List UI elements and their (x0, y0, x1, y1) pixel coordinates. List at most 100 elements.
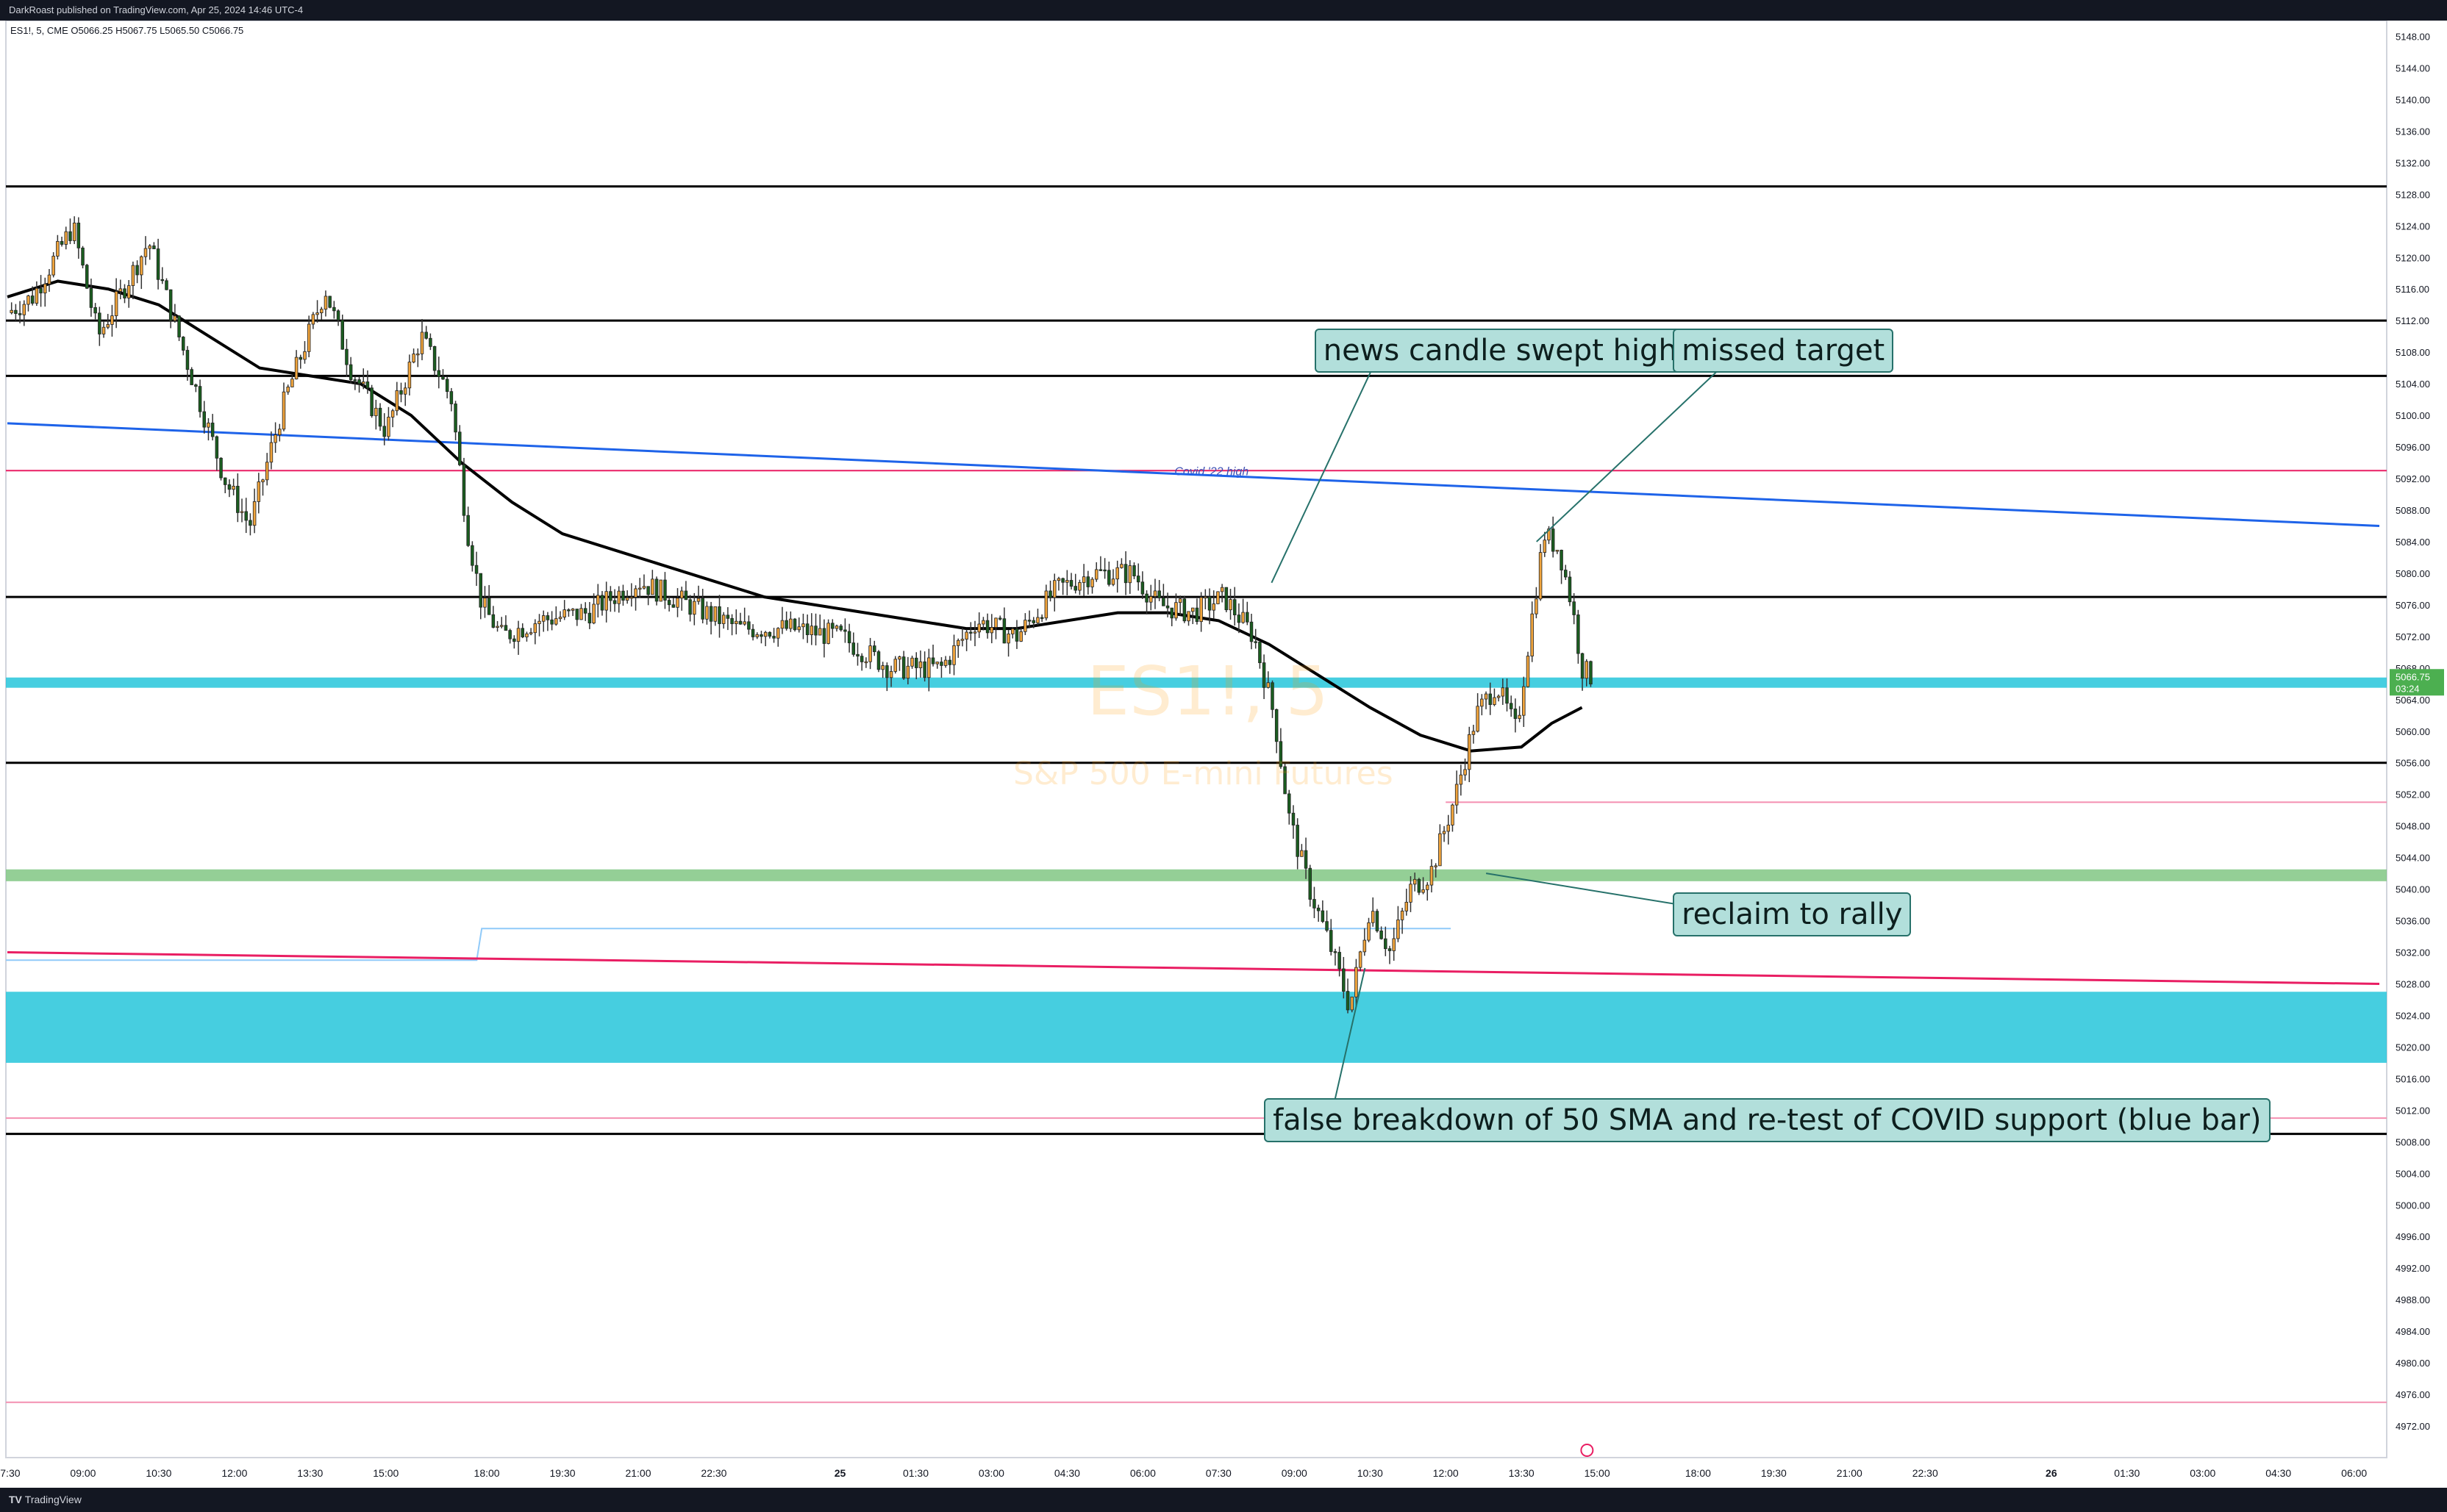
x-tick-label: 15:00 (1585, 1467, 1610, 1479)
annotation-callout[interactable]: reclaim to rally (1673, 892, 1912, 936)
candle-body (646, 586, 650, 595)
candle-body (1241, 612, 1245, 623)
candle-body (977, 623, 981, 633)
candle-body (851, 642, 856, 655)
candle-body (1560, 550, 1563, 570)
candle-body (1266, 682, 1271, 688)
candle-body (1346, 991, 1350, 1011)
y-tick-label: 5016.00 (2396, 1073, 2430, 1084)
candle-body (1572, 601, 1576, 615)
candle-body (361, 381, 365, 384)
candle-body (370, 387, 374, 417)
watermark-symbol: ES1!, 5 (1087, 652, 1329, 731)
candle-body (743, 621, 746, 625)
candle-body (918, 661, 923, 668)
candle-body (412, 354, 415, 362)
candle-body (1417, 878, 1421, 893)
candle-body (10, 309, 13, 313)
candle-body (1589, 661, 1593, 685)
candle-body (596, 595, 600, 605)
y-tick-label: 4976.00 (2396, 1389, 2430, 1400)
y-tick-label: 5132.00 (2396, 157, 2430, 168)
candle-body (881, 665, 885, 670)
candle-body (156, 248, 160, 280)
x-tick-label: 01:30 (903, 1467, 929, 1479)
candle-body (1488, 693, 1492, 705)
candle-body (1429, 866, 1434, 886)
candle-body (1333, 951, 1337, 953)
publisher-text: DarkRoast published on TradingView.com, … (9, 4, 304, 15)
candle-body (190, 369, 193, 385)
candle-body (1442, 831, 1446, 834)
y-tick-label: 5140.00 (2396, 94, 2430, 105)
candle-body (521, 628, 524, 637)
x-tick-label: 04:30 (2265, 1467, 2291, 1479)
candle-body (541, 615, 546, 622)
candle-body (1459, 774, 1463, 785)
candle-body (659, 579, 662, 602)
candle-body (940, 662, 943, 666)
step-line (6, 928, 1451, 961)
y-tick-label: 5144.00 (2396, 62, 2430, 74)
annotation-callout[interactable]: news candle swept highs (1314, 329, 1701, 373)
candle-body (1526, 656, 1530, 687)
candle-body (617, 590, 621, 604)
candle-body (1212, 603, 1215, 611)
candle-body (604, 591, 608, 611)
candle-body (1308, 867, 1312, 900)
y-tick-label: 5032.00 (2396, 947, 2430, 959)
candle-body (165, 280, 168, 290)
candle-body (567, 609, 571, 612)
price-chart[interactable]: Covid '22 high 5148.005144.005140.005136… (0, 21, 2447, 1488)
candle-body (1543, 540, 1547, 553)
candle-body (805, 623, 810, 635)
candle-body (810, 626, 814, 635)
candle-body (1216, 591, 1220, 604)
candle-body (960, 639, 965, 641)
candle-body (575, 609, 579, 620)
candle-body (1513, 709, 1518, 719)
candle-body (1111, 578, 1115, 585)
candle-body (14, 309, 18, 314)
candle-body (26, 295, 30, 305)
candle-body (923, 661, 926, 678)
candle-body (1300, 850, 1304, 857)
ohlc-legend: ES1!, 5, CME O5066.25 H5067.75 L5065.50 … (10, 25, 244, 36)
candle-body (860, 656, 864, 662)
annotation-callout[interactable]: missed target (1673, 329, 1894, 373)
candle-body (1140, 581, 1145, 595)
candle-body (529, 632, 533, 634)
candle-body (629, 596, 634, 599)
candle-body (85, 265, 89, 289)
candle-body (625, 597, 629, 601)
candle-body (35, 287, 39, 304)
candle-body (135, 265, 139, 276)
candle-body (893, 659, 898, 672)
candle-body (1387, 948, 1392, 951)
footer-bar: TV TradingView (0, 1488, 2447, 1512)
candle-body (1337, 952, 1341, 970)
candle-body (1015, 628, 1019, 642)
candle-body (822, 628, 826, 644)
candle-body (252, 501, 257, 526)
candle-body (160, 279, 165, 282)
candle-body (713, 606, 718, 622)
candle-body (152, 246, 156, 249)
candle-body (1476, 706, 1479, 732)
y-tick-label: 5128.00 (2396, 189, 2430, 200)
x-tick-label: 21:00 (625, 1467, 651, 1479)
candle-body (39, 287, 43, 294)
candle-body (324, 295, 328, 310)
y-tick-label: 5084.00 (2396, 537, 2430, 548)
y-tick-label: 5148.00 (2396, 31, 2430, 42)
y-tick-label: 5124.00 (2396, 221, 2430, 232)
candle-body (721, 615, 726, 624)
candle-body (1312, 899, 1316, 909)
candle-body (1032, 620, 1036, 623)
candle-body (667, 600, 671, 606)
candle-body (1362, 939, 1367, 953)
candle-body (801, 623, 805, 628)
annotation-callout[interactable]: false breakdown of 50 SMA and re-test of… (1264, 1098, 2271, 1143)
candle-body (654, 578, 659, 602)
candle-body (140, 256, 143, 276)
